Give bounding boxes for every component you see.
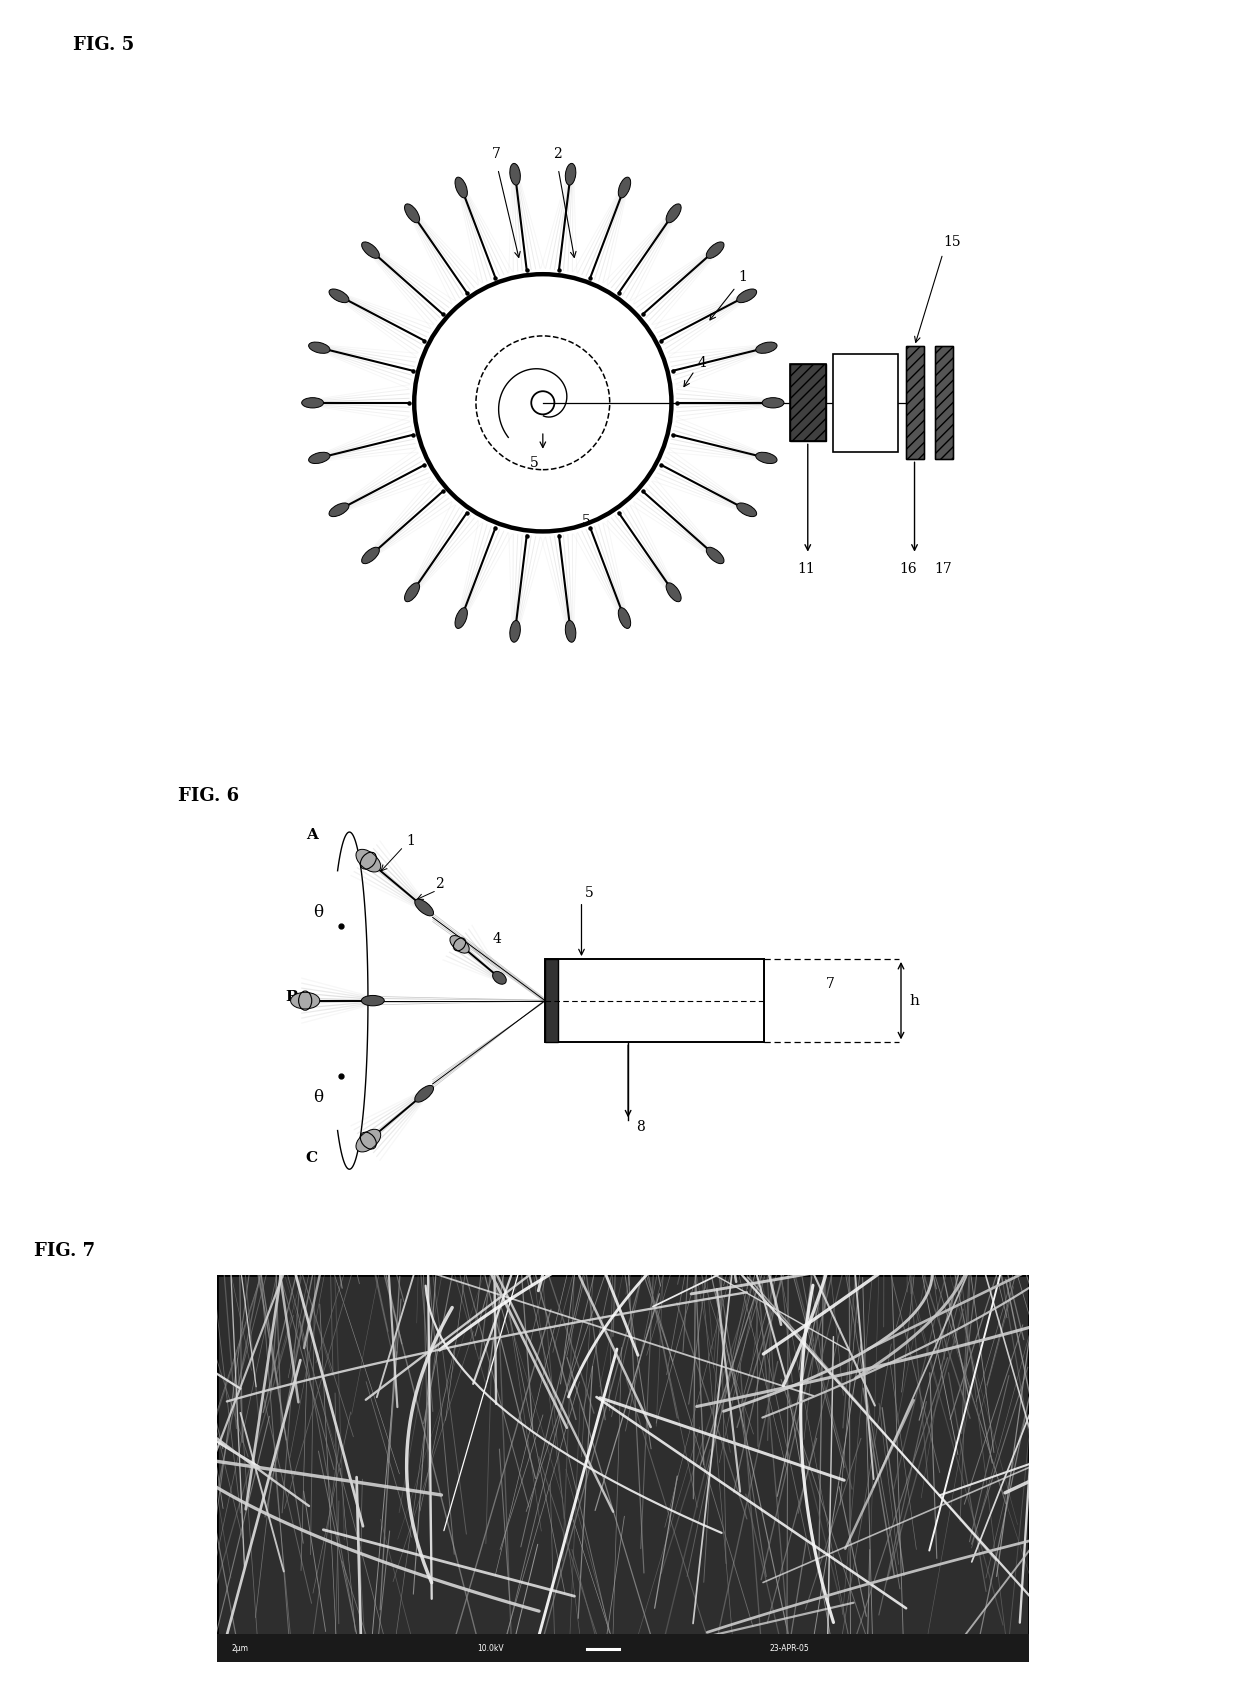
Text: FIG. 7: FIG. 7 [35, 1241, 95, 1260]
Ellipse shape [356, 1130, 381, 1152]
FancyBboxPatch shape [546, 958, 764, 1043]
Ellipse shape [356, 850, 381, 872]
Ellipse shape [404, 583, 419, 602]
Ellipse shape [707, 243, 724, 258]
Ellipse shape [414, 899, 434, 916]
Ellipse shape [763, 397, 784, 409]
Ellipse shape [404, 204, 419, 222]
Text: FIG. 6: FIG. 6 [177, 787, 239, 806]
Ellipse shape [455, 176, 467, 198]
FancyBboxPatch shape [217, 1275, 1029, 1662]
Ellipse shape [309, 453, 330, 463]
Ellipse shape [565, 621, 575, 643]
Text: 7: 7 [826, 977, 835, 990]
Text: 10.0kV: 10.0kV [477, 1643, 503, 1652]
Text: B: B [285, 990, 298, 1004]
Text: 4: 4 [697, 356, 706, 370]
Ellipse shape [290, 992, 320, 1009]
Text: 5: 5 [582, 514, 590, 527]
Ellipse shape [329, 288, 348, 302]
Ellipse shape [755, 453, 777, 463]
Ellipse shape [510, 621, 521, 643]
Ellipse shape [329, 504, 348, 517]
Ellipse shape [619, 176, 631, 198]
Ellipse shape [565, 163, 575, 185]
FancyBboxPatch shape [935, 346, 954, 460]
Text: θ: θ [312, 904, 324, 921]
Ellipse shape [755, 343, 777, 353]
Ellipse shape [510, 163, 521, 185]
Ellipse shape [362, 243, 379, 258]
Ellipse shape [666, 583, 681, 602]
Text: 4: 4 [494, 933, 502, 946]
Ellipse shape [361, 996, 384, 1006]
Text: 7: 7 [491, 148, 500, 161]
Text: 2: 2 [435, 877, 444, 890]
Ellipse shape [455, 607, 467, 629]
Text: 1: 1 [407, 833, 415, 848]
Text: 2μm: 2μm [232, 1643, 248, 1652]
Text: h: h [909, 994, 919, 1007]
FancyBboxPatch shape [546, 958, 558, 1043]
Ellipse shape [492, 972, 506, 984]
FancyBboxPatch shape [217, 1633, 1029, 1662]
Text: 23-APR-05: 23-APR-05 [769, 1643, 808, 1652]
Text: C: C [306, 1152, 317, 1165]
Ellipse shape [737, 504, 756, 517]
Text: 17: 17 [934, 561, 951, 575]
Ellipse shape [414, 1085, 434, 1102]
Text: 8: 8 [636, 1119, 645, 1133]
Text: 2: 2 [553, 148, 562, 161]
FancyBboxPatch shape [905, 346, 924, 460]
FancyBboxPatch shape [833, 354, 898, 451]
Text: 5: 5 [584, 885, 594, 899]
Ellipse shape [450, 936, 469, 953]
Ellipse shape [309, 343, 330, 353]
Text: 1: 1 [738, 270, 748, 283]
FancyBboxPatch shape [790, 365, 826, 441]
Ellipse shape [619, 607, 631, 629]
Text: 15: 15 [942, 234, 961, 249]
Ellipse shape [737, 288, 756, 302]
Text: 11: 11 [797, 561, 815, 575]
Text: A: A [306, 828, 317, 843]
Ellipse shape [666, 204, 681, 222]
Text: θ: θ [312, 1089, 324, 1106]
Ellipse shape [362, 548, 379, 563]
Text: FIG. 5: FIG. 5 [73, 36, 135, 54]
Ellipse shape [301, 397, 324, 409]
Ellipse shape [707, 548, 724, 563]
Text: 5: 5 [529, 456, 538, 470]
Text: 16: 16 [899, 561, 916, 575]
